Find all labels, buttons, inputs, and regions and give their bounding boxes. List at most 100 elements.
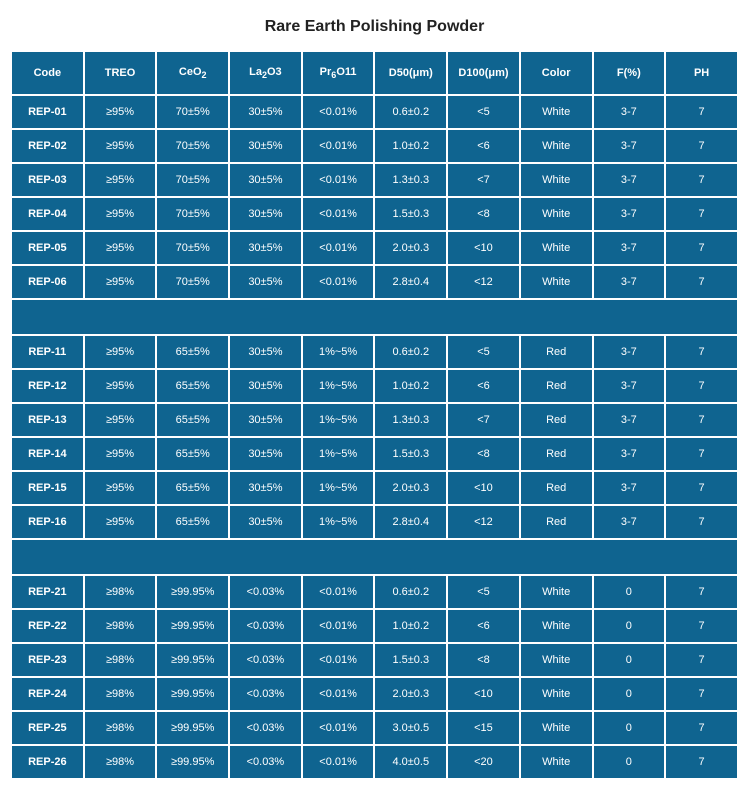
cell-d50: 1.5±0.3 bbox=[375, 438, 446, 470]
table-row: REP-06≥95%70±5%30±5%<0.01%2.8±0.4<12Whit… bbox=[12, 266, 737, 298]
cell-ceo2: 70±5% bbox=[157, 130, 228, 162]
cell-d100: <8 bbox=[448, 644, 519, 676]
cell-ceo2: ≥99.95% bbox=[157, 712, 228, 744]
cell-d100: <5 bbox=[448, 96, 519, 128]
cell-treo: ≥95% bbox=[85, 472, 156, 504]
cell-d100: <8 bbox=[448, 438, 519, 470]
cell-ph: 7 bbox=[666, 506, 737, 538]
cell-pr6o11: 1%~5% bbox=[303, 472, 374, 504]
cell-treo: ≥98% bbox=[85, 576, 156, 608]
table-row: REP-21≥98%≥99.95%<0.03%<0.01%0.6±0.2<5Wh… bbox=[12, 576, 737, 608]
cell-f: 3-7 bbox=[594, 164, 665, 196]
cell-ph: 7 bbox=[666, 266, 737, 298]
cell-code: REP-14 bbox=[12, 438, 83, 470]
cell-f: 3-7 bbox=[594, 472, 665, 504]
col-header-ceo2: CeO2 bbox=[157, 52, 228, 94]
cell-la2o3: 30±5% bbox=[230, 472, 301, 504]
cell-f: 3-7 bbox=[594, 506, 665, 538]
cell-ph: 7 bbox=[666, 198, 737, 230]
cell-color: White bbox=[521, 96, 592, 128]
cell-d100: <6 bbox=[448, 130, 519, 162]
cell-d100: <6 bbox=[448, 370, 519, 402]
cell-ceo2: ≥99.95% bbox=[157, 576, 228, 608]
cell-code: REP-21 bbox=[12, 576, 83, 608]
cell-la2o3: 30±5% bbox=[230, 96, 301, 128]
cell-d50: 1.5±0.3 bbox=[375, 198, 446, 230]
cell-code: REP-01 bbox=[12, 96, 83, 128]
col-header-d100: D100(μm) bbox=[448, 52, 519, 94]
cell-ph: 7 bbox=[666, 678, 737, 710]
cell-ceo2: ≥99.95% bbox=[157, 610, 228, 642]
cell-la2o3: 30±5% bbox=[230, 232, 301, 264]
table-row: REP-01≥95%70±5%30±5%<0.01%0.6±0.2<5White… bbox=[12, 96, 737, 128]
cell-ceo2: 70±5% bbox=[157, 198, 228, 230]
cell-d50: 1.3±0.3 bbox=[375, 164, 446, 196]
cell-la2o3: <0.03% bbox=[230, 678, 301, 710]
table-row: REP-11≥95%65±5%30±5%1%~5%0.6±0.2<5Red3-7… bbox=[12, 336, 737, 368]
cell-ph: 7 bbox=[666, 130, 737, 162]
col-header-pr6o11: Pr6O11 bbox=[303, 52, 374, 94]
cell-color: White bbox=[521, 130, 592, 162]
cell-la2o3: 30±5% bbox=[230, 336, 301, 368]
cell-color: White bbox=[521, 576, 592, 608]
col-header-color: Color bbox=[521, 52, 592, 94]
cell-ph: 7 bbox=[666, 96, 737, 128]
cell-color: Red bbox=[521, 370, 592, 402]
group-spacer bbox=[12, 300, 737, 334]
cell-la2o3: 30±5% bbox=[230, 164, 301, 196]
cell-color: White bbox=[521, 712, 592, 744]
cell-f: 0 bbox=[594, 712, 665, 744]
cell-d50: 0.6±0.2 bbox=[375, 576, 446, 608]
cell-la2o3: 30±5% bbox=[230, 506, 301, 538]
cell-f: 3-7 bbox=[594, 232, 665, 264]
cell-color: White bbox=[521, 610, 592, 642]
table-row: REP-25≥98%≥99.95%<0.03%<0.01%3.0±0.5<15W… bbox=[12, 712, 737, 744]
cell-d100: <6 bbox=[448, 610, 519, 642]
cell-code: REP-04 bbox=[12, 198, 83, 230]
cell-ph: 7 bbox=[666, 576, 737, 608]
cell-code: REP-22 bbox=[12, 610, 83, 642]
cell-code: REP-26 bbox=[12, 746, 83, 778]
table-row: REP-04≥95%70±5%30±5%<0.01%1.5±0.3<8White… bbox=[12, 198, 737, 230]
cell-ph: 7 bbox=[666, 746, 737, 778]
cell-d50: 0.6±0.2 bbox=[375, 96, 446, 128]
cell-code: REP-25 bbox=[12, 712, 83, 744]
table-row: REP-26≥98%≥99.95%<0.03%<0.01%4.0±0.5<20W… bbox=[12, 746, 737, 778]
col-header-ph: PH bbox=[666, 52, 737, 94]
cell-d50: 1.5±0.3 bbox=[375, 644, 446, 676]
cell-treo: ≥95% bbox=[85, 438, 156, 470]
table-row: REP-16≥95%65±5%30±5%1%~5%2.8±0.4<12Red3-… bbox=[12, 506, 737, 538]
cell-pr6o11: <0.01% bbox=[303, 712, 374, 744]
cell-pr6o11: <0.01% bbox=[303, 678, 374, 710]
cell-ph: 7 bbox=[666, 610, 737, 642]
cell-f: 0 bbox=[594, 678, 665, 710]
polishing-powder-table: CodeTREOCeO2La2O3Pr6O11D50(μm)D100(μm)Co… bbox=[10, 50, 739, 780]
cell-ph: 7 bbox=[666, 370, 737, 402]
cell-treo: ≥98% bbox=[85, 610, 156, 642]
cell-f: 3-7 bbox=[594, 404, 665, 436]
cell-d50: 0.6±0.2 bbox=[375, 336, 446, 368]
cell-color: White bbox=[521, 232, 592, 264]
cell-ceo2: ≥99.95% bbox=[157, 746, 228, 778]
cell-d50: 3.0±0.5 bbox=[375, 712, 446, 744]
cell-d100: <20 bbox=[448, 746, 519, 778]
cell-d50: 2.0±0.3 bbox=[375, 232, 446, 264]
cell-d50: 1.3±0.3 bbox=[375, 404, 446, 436]
cell-pr6o11: 1%~5% bbox=[303, 506, 374, 538]
cell-ph: 7 bbox=[666, 232, 737, 264]
cell-la2o3: <0.03% bbox=[230, 712, 301, 744]
cell-ceo2: 65±5% bbox=[157, 438, 228, 470]
cell-ceo2: 70±5% bbox=[157, 164, 228, 196]
table-header: CodeTREOCeO2La2O3Pr6O11D50(μm)D100(μm)Co… bbox=[12, 52, 737, 94]
cell-d50: 2.8±0.4 bbox=[375, 506, 446, 538]
cell-ceo2: 65±5% bbox=[157, 472, 228, 504]
cell-color: White bbox=[521, 644, 592, 676]
cell-color: Red bbox=[521, 438, 592, 470]
cell-f: 3-7 bbox=[594, 370, 665, 402]
cell-f: 3-7 bbox=[594, 130, 665, 162]
cell-ceo2: 65±5% bbox=[157, 506, 228, 538]
cell-d100: <5 bbox=[448, 576, 519, 608]
cell-treo: ≥95% bbox=[85, 96, 156, 128]
cell-code: REP-24 bbox=[12, 678, 83, 710]
cell-d50: 1.0±0.2 bbox=[375, 370, 446, 402]
